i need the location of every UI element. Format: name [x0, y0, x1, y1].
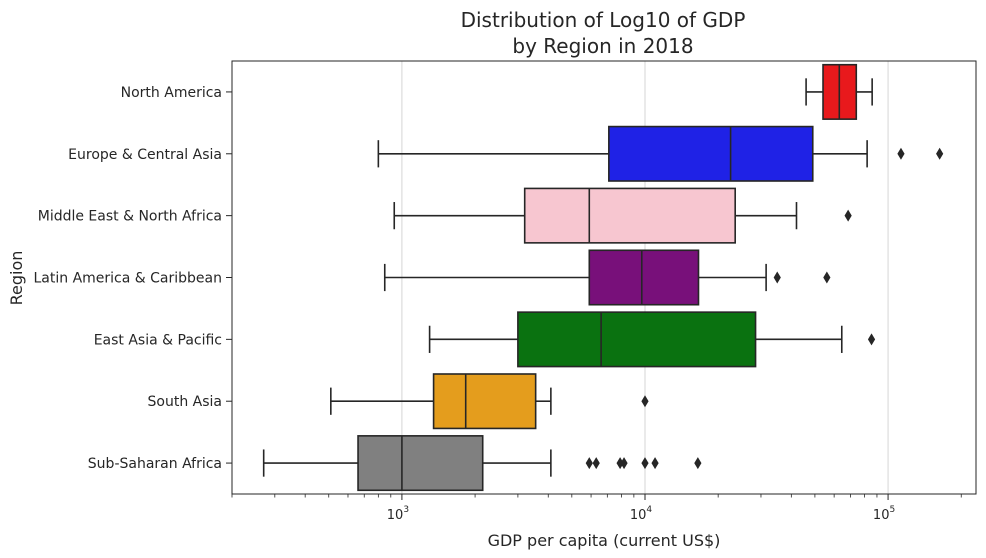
- box-sub-saharan-africa: [262, 435, 702, 492]
- box-middle-east-north-africa: [393, 187, 852, 244]
- outlier-point: [694, 457, 702, 470]
- outlier-point: [641, 457, 649, 470]
- box-north-america: [805, 63, 873, 120]
- y-tick-label: North America: [121, 85, 222, 101]
- outlier-point: [641, 395, 649, 408]
- x-tick-exponent: 3: [403, 505, 409, 515]
- chart-title-line2: by Region in 2018: [512, 34, 693, 58]
- y-ticks: North America Europe & Central Asia Middle…: [34, 85, 232, 472]
- box-iqr: [608, 125, 814, 182]
- outlier-point: [867, 333, 876, 346]
- outlier-point: [651, 457, 659, 470]
- outlier-point: [592, 457, 600, 470]
- box-iqr: [432, 373, 537, 430]
- y-tick-label: Europe & Central Asia: [68, 147, 222, 163]
- y-axis-label: Region: [7, 251, 26, 306]
- box-europe-central-asia: [377, 125, 944, 182]
- box-east-asia-pacific: [428, 311, 876, 368]
- outlier-point: [585, 457, 593, 470]
- outlier-point: [897, 147, 905, 160]
- box-iqr: [517, 311, 757, 368]
- x-tick-exponent: 4: [646, 505, 652, 515]
- outlier-point: [936, 147, 944, 160]
- outlier-point: [823, 271, 831, 284]
- x-ticks: 103 104 105: [231, 494, 962, 523]
- x-tick-base: 10: [630, 508, 647, 523]
- box-iqr: [588, 249, 700, 306]
- box-iqr: [357, 435, 484, 492]
- outlier-point: [844, 209, 852, 222]
- chart-title-line1: Distribution of Log10 of GDP: [461, 8, 746, 32]
- x-tick-base: 10: [387, 508, 404, 523]
- x-tick-label: 105: [873, 505, 895, 523]
- y-tick-label: South Asia: [148, 394, 222, 410]
- x-tick-label: 103: [387, 505, 409, 523]
- outlier-point: [616, 457, 624, 470]
- outlier-point: [620, 457, 628, 470]
- y-tick-label: Middle East & North Africa: [38, 209, 222, 225]
- box-south-asia: [330, 373, 649, 430]
- y-tick-label: East Asia & Pacific: [94, 332, 222, 348]
- x-tick-base: 10: [873, 508, 890, 523]
- x-axis-label: GDP per capita (current US$): [488, 531, 721, 550]
- outlier-point: [773, 271, 781, 284]
- boxes: [262, 63, 944, 492]
- y-tick-label: Sub-Saharan Africa: [88, 456, 222, 472]
- y-tick-label: Latin America & Caribbean: [34, 271, 223, 287]
- x-tick-exponent: 5: [889, 505, 895, 515]
- box-iqr: [523, 187, 736, 244]
- box-latin-america-caribbean: [383, 249, 831, 306]
- x-tick-label: 104: [630, 505, 653, 523]
